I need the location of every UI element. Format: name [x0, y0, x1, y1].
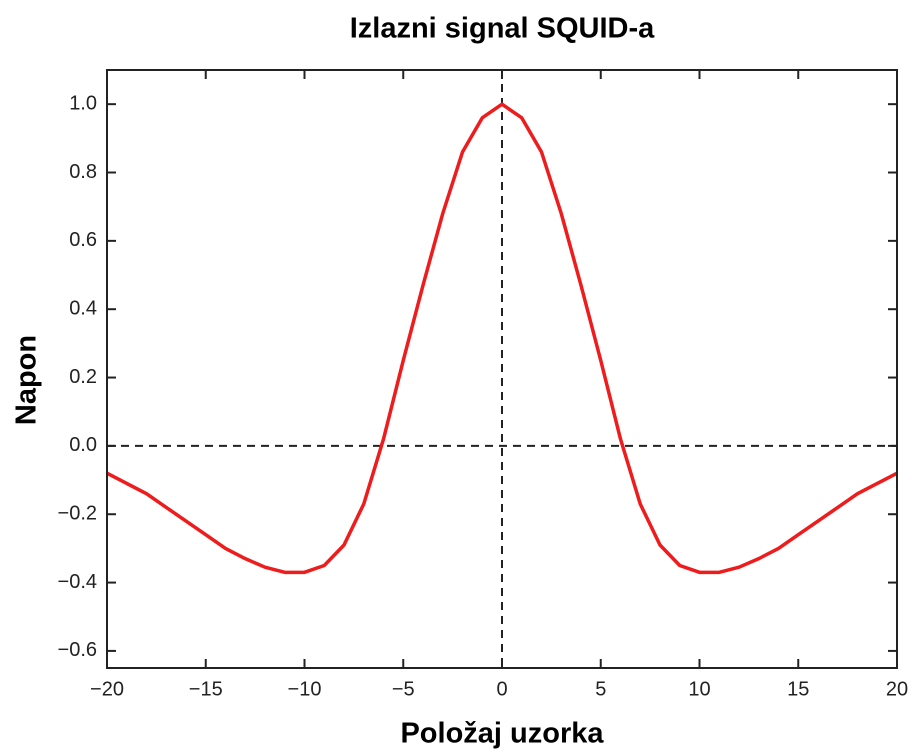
y-tick-label: −0.6 [58, 639, 97, 661]
y-tick-label: 1.0 [69, 92, 97, 114]
x-tick-label: 15 [787, 678, 809, 700]
plot-frame [106, 69, 898, 669]
y-tick-label: 0.8 [69, 161, 97, 183]
y-axis-label: Napon [11, 335, 43, 425]
y-tick-label: 0.2 [69, 366, 97, 388]
x-tick-label: 10 [688, 678, 710, 700]
x-tick-label: −15 [189, 678, 223, 700]
line-series [106, 102, 898, 575]
x-tick-label: −5 [392, 678, 415, 700]
x-axis-label: Položaj uzorka [400, 718, 604, 750]
chart-title: Izlazni signal SQUID-a [350, 13, 655, 45]
x-tick-label: 20 [886, 678, 908, 700]
x-tick-label: −20 [90, 678, 124, 700]
y-tick-label: −0.2 [58, 503, 97, 525]
x-tick-label: 5 [595, 678, 606, 700]
y-tick-label: 0.4 [69, 297, 97, 319]
y-tick-label: −0.4 [58, 571, 97, 593]
x-tick-label: −10 [288, 678, 322, 700]
y-tick-label: 0.0 [69, 434, 97, 456]
y-tick-label: 0.6 [69, 229, 97, 251]
x-tick-label: 0 [496, 678, 507, 700]
